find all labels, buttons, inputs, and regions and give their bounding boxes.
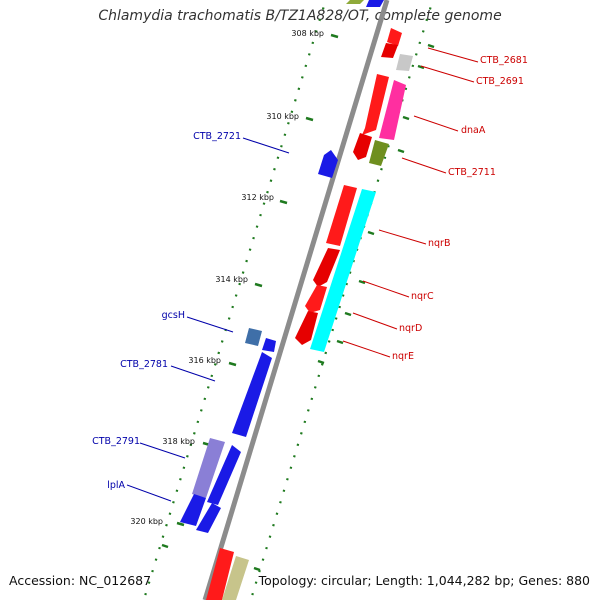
gene-ctb-2721 [318,150,338,178]
reverse-leaders [126,137,290,502]
reverse-genes [180,150,338,533]
gene-olive-top [346,0,364,4]
tick-312 [279,199,288,205]
tick-marks [161,33,435,572]
gene-nqr-cyan [310,189,376,352]
gene-label-lplA: lplA [107,480,125,491]
guide-rings [143,0,434,597]
gene-ctb-2711-red [353,133,372,160]
genome-backbone [202,0,390,600]
gene-nqrB [326,185,357,246]
gene-label-ctb-2791: CTB_2791 [92,436,140,447]
tick-308 [330,33,339,39]
gene-label-nqrD: nqrD [399,323,422,334]
tick-label: 314 kbp [215,275,248,284]
gene-ctb-2681 [387,28,402,46]
gene-khaki-bottom [222,556,249,600]
reverse-labels: CTB_2721 gcsH CTB_2781 CTB_2791 lplA [92,131,241,491]
forward-genes [206,0,413,600]
gene-ctb-2791 [192,438,225,498]
genome-summary: Topology: circular; Length: 1,044,282 bp… [258,573,590,588]
gene-nqrD [305,285,327,313]
forward-leaders [342,47,479,358]
gene-ctb-2781 [232,352,272,437]
accession-label: Accession: NC_012687 [9,573,152,588]
gene-blue-top [366,0,384,7]
tick-310 [305,116,314,122]
gene-nqrC [313,248,340,287]
tick-320 [176,521,185,527]
tick-label: 316 kbp [188,356,221,365]
gene-ctb-2691 [396,54,413,71]
gene-red-bottom [206,548,234,600]
gene-label-ctb-2681: CTB_2681 [480,55,528,66]
tick-label: 320 kbp [130,517,163,526]
tick-label: 308 kbp [291,29,324,38]
tick-314 [254,282,263,288]
gene-lplA [180,494,206,526]
gene-gcsH-box [245,328,262,346]
gene-label-ctb-2691: CTB_2691 [476,76,524,87]
tick-label: 310 kbp [266,112,299,121]
gene-label-gcsH: gcsH [162,310,185,321]
gene-label-dnaA: dnaA [461,125,486,136]
gene-label-ctb-2711: CTB_2711 [448,167,496,178]
forward-labels: CTB_2681 CTB_2691 dnaA CTB_2711 nqrB nqr… [392,55,528,362]
tick-label: 312 kbp [241,193,274,202]
tick-label: 318 kbp [162,437,195,446]
gene-label-nqrC: nqrC [411,291,434,302]
gene-ctb-2711 [369,140,389,166]
gene-label-nqrB: nqrB [428,238,450,249]
tick-labels: 308 kbp 310 kbp 312 kbp 314 kbp 316 kbp … [130,29,324,526]
gene-lplA-b [196,503,221,533]
gene-label-ctb-2781: CTB_2781 [120,359,168,370]
tick-316 [228,361,237,367]
gene-label-nqrE: nqrE [392,351,414,362]
gene-gcsH [262,338,276,352]
gene-dnaA-a [362,74,389,135]
map-title: Chlamydia trachomatis B/TZ1A828/OT, comp… [98,8,502,24]
gene-dnaA-b [379,80,406,140]
gene-label-ctb-2721: CTB_2721 [193,131,241,142]
gene-ctb-2791-b [207,445,241,505]
gene-nqrE [295,311,318,345]
gene-ctb-2681b [381,43,398,58]
